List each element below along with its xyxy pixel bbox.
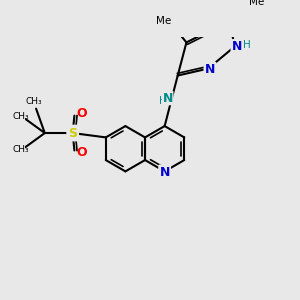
Text: S: S bbox=[68, 127, 77, 140]
Text: CH₃: CH₃ bbox=[12, 145, 29, 154]
Text: CH₃: CH₃ bbox=[25, 97, 42, 106]
Text: O: O bbox=[76, 107, 87, 120]
Text: N: N bbox=[163, 92, 173, 105]
Text: N: N bbox=[205, 63, 215, 76]
Text: Me: Me bbox=[156, 16, 171, 26]
Text: N: N bbox=[160, 166, 170, 179]
Text: Me: Me bbox=[248, 0, 264, 7]
Text: H: H bbox=[159, 96, 166, 106]
Text: O: O bbox=[76, 146, 87, 159]
Text: N: N bbox=[232, 40, 242, 53]
Text: H: H bbox=[243, 40, 250, 50]
Text: CH₃: CH₃ bbox=[12, 112, 29, 121]
